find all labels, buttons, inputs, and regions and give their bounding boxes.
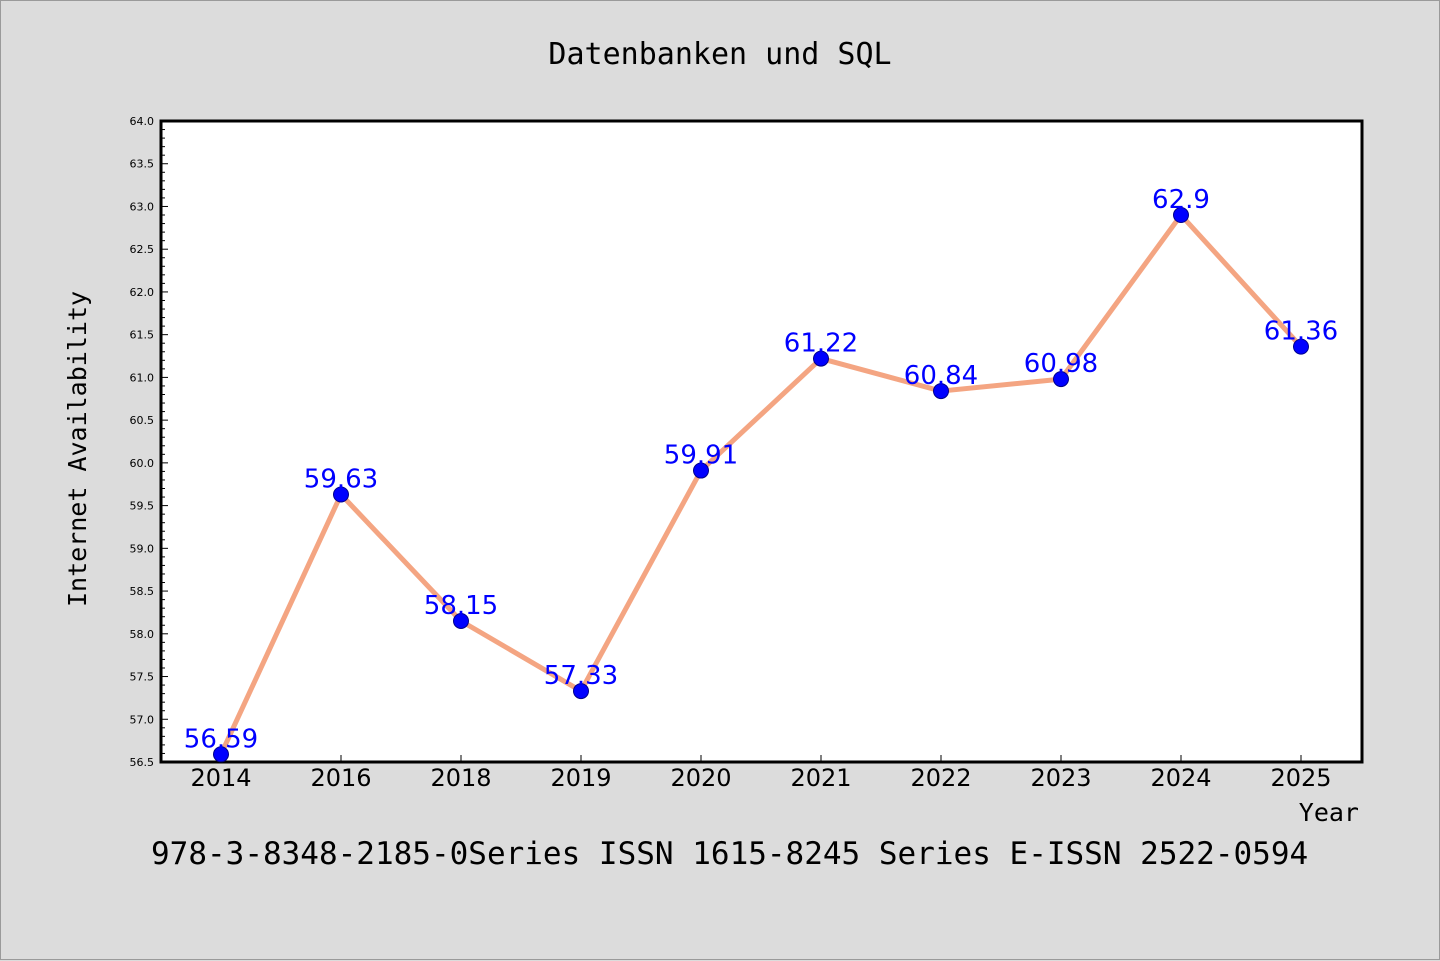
x-tick-label: 2019 (550, 764, 611, 792)
data-label: 59.91 (664, 441, 738, 471)
y-tick-label: 57.0 (130, 713, 155, 726)
x-tick-label: 2016 (310, 764, 371, 792)
y-tick-label: 60.5 (130, 414, 155, 427)
data-label: 56.59 (184, 724, 258, 754)
x-tick-label: 2025 (1270, 764, 1331, 792)
plot-area (159, 119, 1364, 764)
data-point (453, 612, 469, 629)
data-point (693, 462, 709, 479)
y-tick-label: 60.0 (130, 457, 155, 470)
x-tick-label: 2020 (670, 764, 731, 792)
data-point (213, 746, 229, 763)
data-label: 58.15 (424, 591, 498, 621)
y-tick-label: 58.0 (130, 628, 155, 641)
y-tick-label: 56.5 (130, 756, 155, 769)
x-tick-label: 2021 (790, 764, 851, 792)
x-tick-label: 2022 (910, 764, 971, 792)
y-tick-label: 61.5 (130, 329, 155, 342)
x-axis-title: Year (1299, 798, 1359, 827)
x-tick-label: 2023 (1030, 764, 1091, 792)
series-layer (213, 207, 1309, 763)
y-axis: 56.5 57.0 57.5 58.0 58.5 59.0 59.5 60.0 60.5 61.0… (130, 115, 168, 769)
data-label: 61.36 (1264, 317, 1338, 347)
y-tick-label: 59.5 (130, 500, 155, 513)
data-point (573, 683, 589, 700)
y-tick-label: 62.0 (130, 286, 155, 299)
y-tick-label: 62.5 (130, 243, 155, 256)
y-tick-label: 61.0 (130, 371, 155, 384)
data-label: 60.98 (1024, 349, 1098, 379)
x-tick-label: 2014 (190, 764, 251, 792)
y-tick-label: 58.5 (130, 585, 155, 598)
x-tick-label: 2024 (1150, 764, 1211, 792)
y-tick-label: 64.0 (130, 115, 155, 128)
series-line (218, 212, 1304, 757)
data-point (813, 350, 829, 367)
x-axis: 2014 2016 2018 2019 2020 2021 2022 2023 2024 2025 (190, 755, 1332, 792)
x-tick-label: 2018 (430, 764, 491, 792)
chart-title: Datenbanken und SQL (548, 37, 891, 72)
data-label: 61.22 (784, 329, 858, 359)
data-point (333, 486, 349, 503)
data-label: 57.33 (544, 661, 618, 691)
caption: 978-3-8348-2185-0Series ISSN 1615-8245 S… (151, 836, 1308, 872)
data-labels: 56.59 59.63 58.15 57.33 59.91 61.22 60.84 60.98… (184, 185, 1338, 754)
y-tick-label: 59.0 (130, 542, 155, 555)
y-axis-title: Internet Availability (63, 291, 92, 607)
data-point (1053, 371, 1069, 388)
y-tick-label: 63.5 (130, 158, 155, 171)
y-tick-label: 57.5 (130, 671, 155, 684)
data-label: 60.84 (904, 361, 978, 391)
data-label: 62.9 (1152, 185, 1210, 215)
y-tick-label: 63.0 (130, 200, 155, 213)
data-point (1173, 207, 1189, 224)
data-point (933, 383, 949, 400)
data-point (1293, 338, 1309, 355)
data-label: 59.63 (304, 464, 378, 494)
